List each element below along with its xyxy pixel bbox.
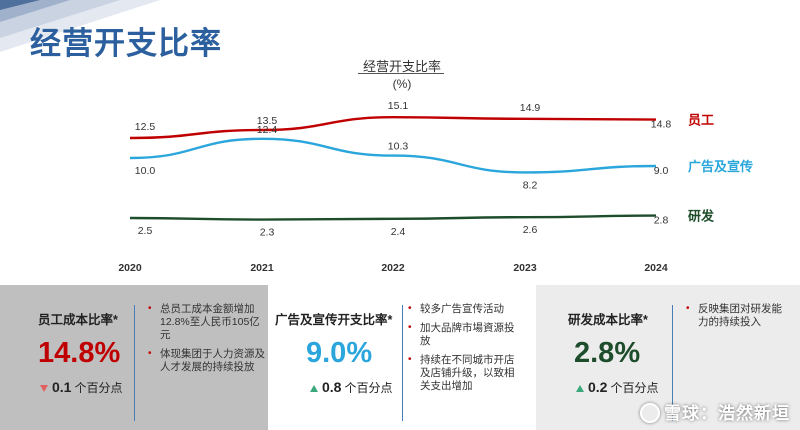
data-label: 8.2: [523, 179, 538, 191]
arrow-up-icon: [576, 385, 584, 393]
watermark: 雪球：浩然新垣: [640, 399, 790, 424]
x-tick-label: 2023: [513, 262, 537, 274]
panel-change: 0.1 个百分点: [40, 379, 122, 396]
chart-unit: (%): [392, 77, 412, 91]
line-chart: 12.5 13.5 15.1 14.9 14.8 员工 10.0 12.4 10.3 8.2 9.0…: [118, 100, 753, 274]
bullet-list: 反映集团对研发能力的持续投入: [686, 302, 791, 335]
panel-divider: [134, 305, 135, 421]
change-value: 0.8: [322, 379, 342, 395]
data-label: 9.0: [654, 165, 669, 177]
panel-title: 研发成本比率*: [568, 313, 648, 327]
bullet-item: 反映集团对研发能力的持续投入: [686, 302, 791, 329]
data-label: 10.0: [135, 165, 156, 177]
data-label: 10.3: [388, 141, 409, 153]
data-label: 2.8: [654, 215, 669, 227]
legend-label-rnd: 研发: [688, 209, 715, 224]
data-label: 2.6: [523, 224, 538, 236]
change-unit: 个百分点: [610, 381, 659, 395]
panel-title: 员工成本比率*: [38, 313, 118, 327]
series-line-advertising: [129, 137, 657, 174]
data-label: 12.5: [135, 121, 156, 133]
bullet-item: 总员工成本金额增加12.8%至人民币105亿元: [148, 302, 266, 342]
data-label: 14.8: [651, 119, 672, 131]
panel-change: 0.8 个百分点: [310, 379, 392, 396]
x-tick-label: 2021: [250, 262, 274, 274]
bullet-list: 较多广告宣传活动 加大品牌市場資源投放 持续在不同城市开店及店铺升级，以致相关支…: [408, 302, 520, 399]
bullet-item: 较多广告宣传活动: [408, 302, 520, 316]
panel-divider: [672, 305, 673, 421]
panel-value: 2.8%: [574, 337, 641, 369]
change-value: 0.2: [588, 379, 608, 395]
panel-value: 9.0%: [306, 337, 373, 369]
x-tick-label: 2022: [381, 262, 405, 274]
chart-title-underline: [358, 73, 444, 74]
data-label: 2.5: [138, 225, 153, 237]
panel-title: 广告及宣传开支比率*: [275, 313, 393, 327]
data-label: 12.4: [257, 124, 278, 136]
bullet-item: 体现集团于人力资源及人才发展的持续投放: [148, 347, 266, 374]
data-label: 2.3: [260, 227, 275, 239]
x-tick-label: 2020: [118, 262, 142, 274]
legend-label-advertising: 广告及宣传: [688, 159, 753, 174]
change-value: 0.1: [52, 379, 72, 395]
legend-label-staff: 员工: [688, 113, 714, 128]
watermark-text: 雪球：浩然新垣: [664, 404, 790, 423]
change-unit: 个百分点: [74, 381, 123, 395]
page-title: 经营开支比率: [30, 26, 222, 61]
series-line-rnd: [129, 214, 657, 221]
data-label: 15.1: [388, 100, 409, 112]
change-unit: 个百分点: [344, 381, 393, 395]
arrow-up-icon: [310, 385, 318, 393]
bullet-item: 加大品牌市場資源投放: [408, 321, 520, 348]
snowball-logo-icon: [640, 403, 660, 423]
header-decoration: [0, 0, 160, 52]
bullet-item: 持续在不同城市开店及店铺升级，以致相关支出增加: [408, 353, 520, 393]
bullet-list: 总员工成本金额增加12.8%至人民币105亿元 体现集团于人力资源及人才发展的持…: [148, 302, 266, 380]
x-tick-label: 2024: [644, 262, 668, 274]
series-line-staff: [129, 115, 657, 140]
data-label: 2.4: [391, 226, 406, 238]
panel-change: 0.2 个百分点: [576, 379, 658, 396]
panel-divider: [402, 305, 403, 421]
chart-title: 经营开支比率: [362, 59, 441, 74]
data-label: 13.5: [257, 115, 278, 127]
data-label: 14.9: [520, 102, 541, 114]
arrow-down-icon: [40, 385, 48, 393]
panel-value: 14.8%: [38, 337, 121, 369]
